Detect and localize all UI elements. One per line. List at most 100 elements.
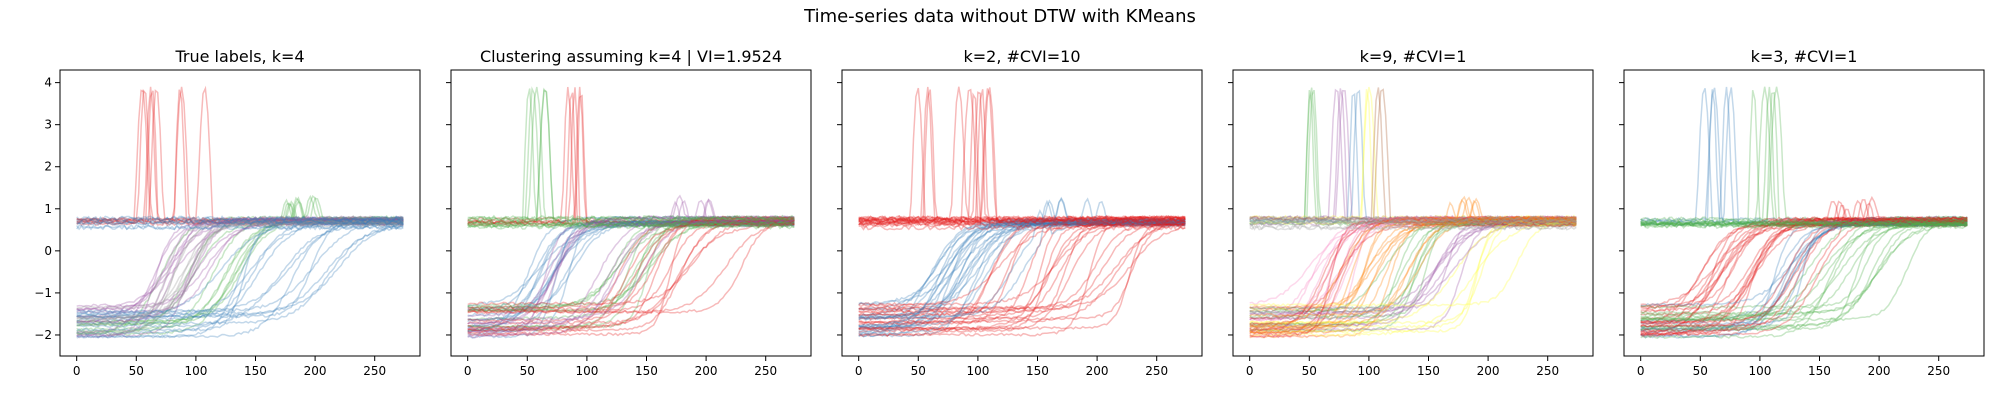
series-line [1640, 216, 1968, 310]
series-line [1640, 217, 1968, 324]
series-line [1640, 218, 1968, 332]
series-line [1640, 223, 1968, 230]
series-line [858, 218, 1186, 324]
series-line [858, 222, 1186, 319]
series-line [1249, 221, 1577, 332]
chart-panel: k=9, #CVI=1 0 50 100 150 200 250 [1228, 47, 1594, 378]
series-line [858, 220, 1186, 317]
series-line [1640, 218, 1968, 329]
series-line [858, 89, 1186, 226]
x-tick-label: 100 [1748, 364, 1771, 378]
series-line [467, 223, 795, 308]
series-line [467, 221, 795, 339]
series-line [76, 86, 404, 224]
series-line [76, 223, 404, 321]
series-line [1640, 86, 1968, 227]
series-line [1249, 217, 1577, 330]
series-line [858, 214, 1186, 222]
series-line [76, 89, 404, 223]
series-line [467, 216, 795, 333]
series-line [1249, 215, 1577, 318]
series-line [858, 219, 1186, 330]
series-line [1249, 220, 1577, 339]
series-line [76, 219, 404, 339]
series-line [1640, 217, 1968, 334]
series-line [76, 215, 404, 223]
series-line [76, 221, 404, 310]
series-line [858, 216, 1186, 319]
series-line [76, 221, 404, 337]
series-line [467, 215, 795, 332]
series-line [467, 223, 795, 318]
series-line [76, 220, 404, 334]
y-tick-label: −1 [34, 286, 52, 300]
series-line [1249, 219, 1577, 314]
series-line [858, 197, 1186, 333]
series-line [76, 202, 404, 332]
series-line [467, 218, 795, 306]
series-line [1249, 217, 1577, 339]
series-line [76, 86, 404, 225]
series-line [1640, 204, 1968, 324]
series-line [1249, 224, 1577, 232]
series-line [1640, 220, 1968, 326]
series-line [858, 217, 1186, 321]
series-line [467, 221, 795, 310]
series-line [1640, 219, 1968, 227]
series-line [467, 222, 795, 229]
series-line [467, 194, 795, 325]
series-line [467, 220, 795, 333]
series-lines [858, 86, 1186, 338]
series-line [1640, 91, 1968, 228]
series-line [76, 219, 404, 227]
series-line [76, 220, 404, 314]
series-lines [76, 85, 404, 339]
series-line [858, 215, 1186, 326]
series-line [76, 220, 404, 339]
series-line [858, 221, 1186, 312]
series-line [1249, 215, 1577, 331]
series-lines [467, 86, 795, 339]
series-line [467, 200, 795, 326]
series-line [467, 215, 795, 222]
x-tick-label: 100 [184, 364, 207, 378]
series-line [467, 219, 795, 310]
series-line [858, 92, 1186, 224]
series-line [1249, 221, 1577, 326]
series-line [76, 217, 404, 311]
series-line [858, 223, 1186, 338]
series-line [76, 196, 404, 335]
series-line [1249, 221, 1577, 326]
chart-panels: True labels, k=4 0 50 100 150 200 250 −2 −1 0 1 2 3 4… [34, 47, 1985, 378]
series-line [76, 221, 404, 317]
series-line [1249, 218, 1577, 321]
series-line [76, 200, 404, 327]
series-line [1249, 219, 1577, 226]
series-line [1249, 221, 1577, 329]
series-line [467, 223, 795, 231]
series-line [1640, 222, 1968, 339]
series-line [1640, 220, 1968, 322]
series-line [76, 215, 404, 320]
series-line [1249, 219, 1577, 310]
series-line [467, 221, 795, 229]
series-line [858, 91, 1186, 221]
series-line [858, 216, 1186, 224]
figure-title: Time-series data without DTW with KMeans [803, 6, 1196, 27]
series-line [467, 198, 795, 337]
series-line [1640, 200, 1968, 337]
series-line [76, 200, 404, 328]
series-line [76, 221, 404, 320]
series-line [1640, 215, 1968, 340]
x-tick-label: 150 [1808, 364, 1831, 378]
series-line [76, 194, 404, 324]
series-line [467, 223, 795, 323]
series-line [467, 216, 795, 334]
series-line [467, 218, 795, 312]
series-line [1249, 215, 1577, 335]
series-line [76, 216, 404, 324]
series-line [76, 89, 404, 227]
series-line [1640, 86, 1968, 226]
series-line [76, 198, 404, 324]
series-line [76, 221, 404, 325]
